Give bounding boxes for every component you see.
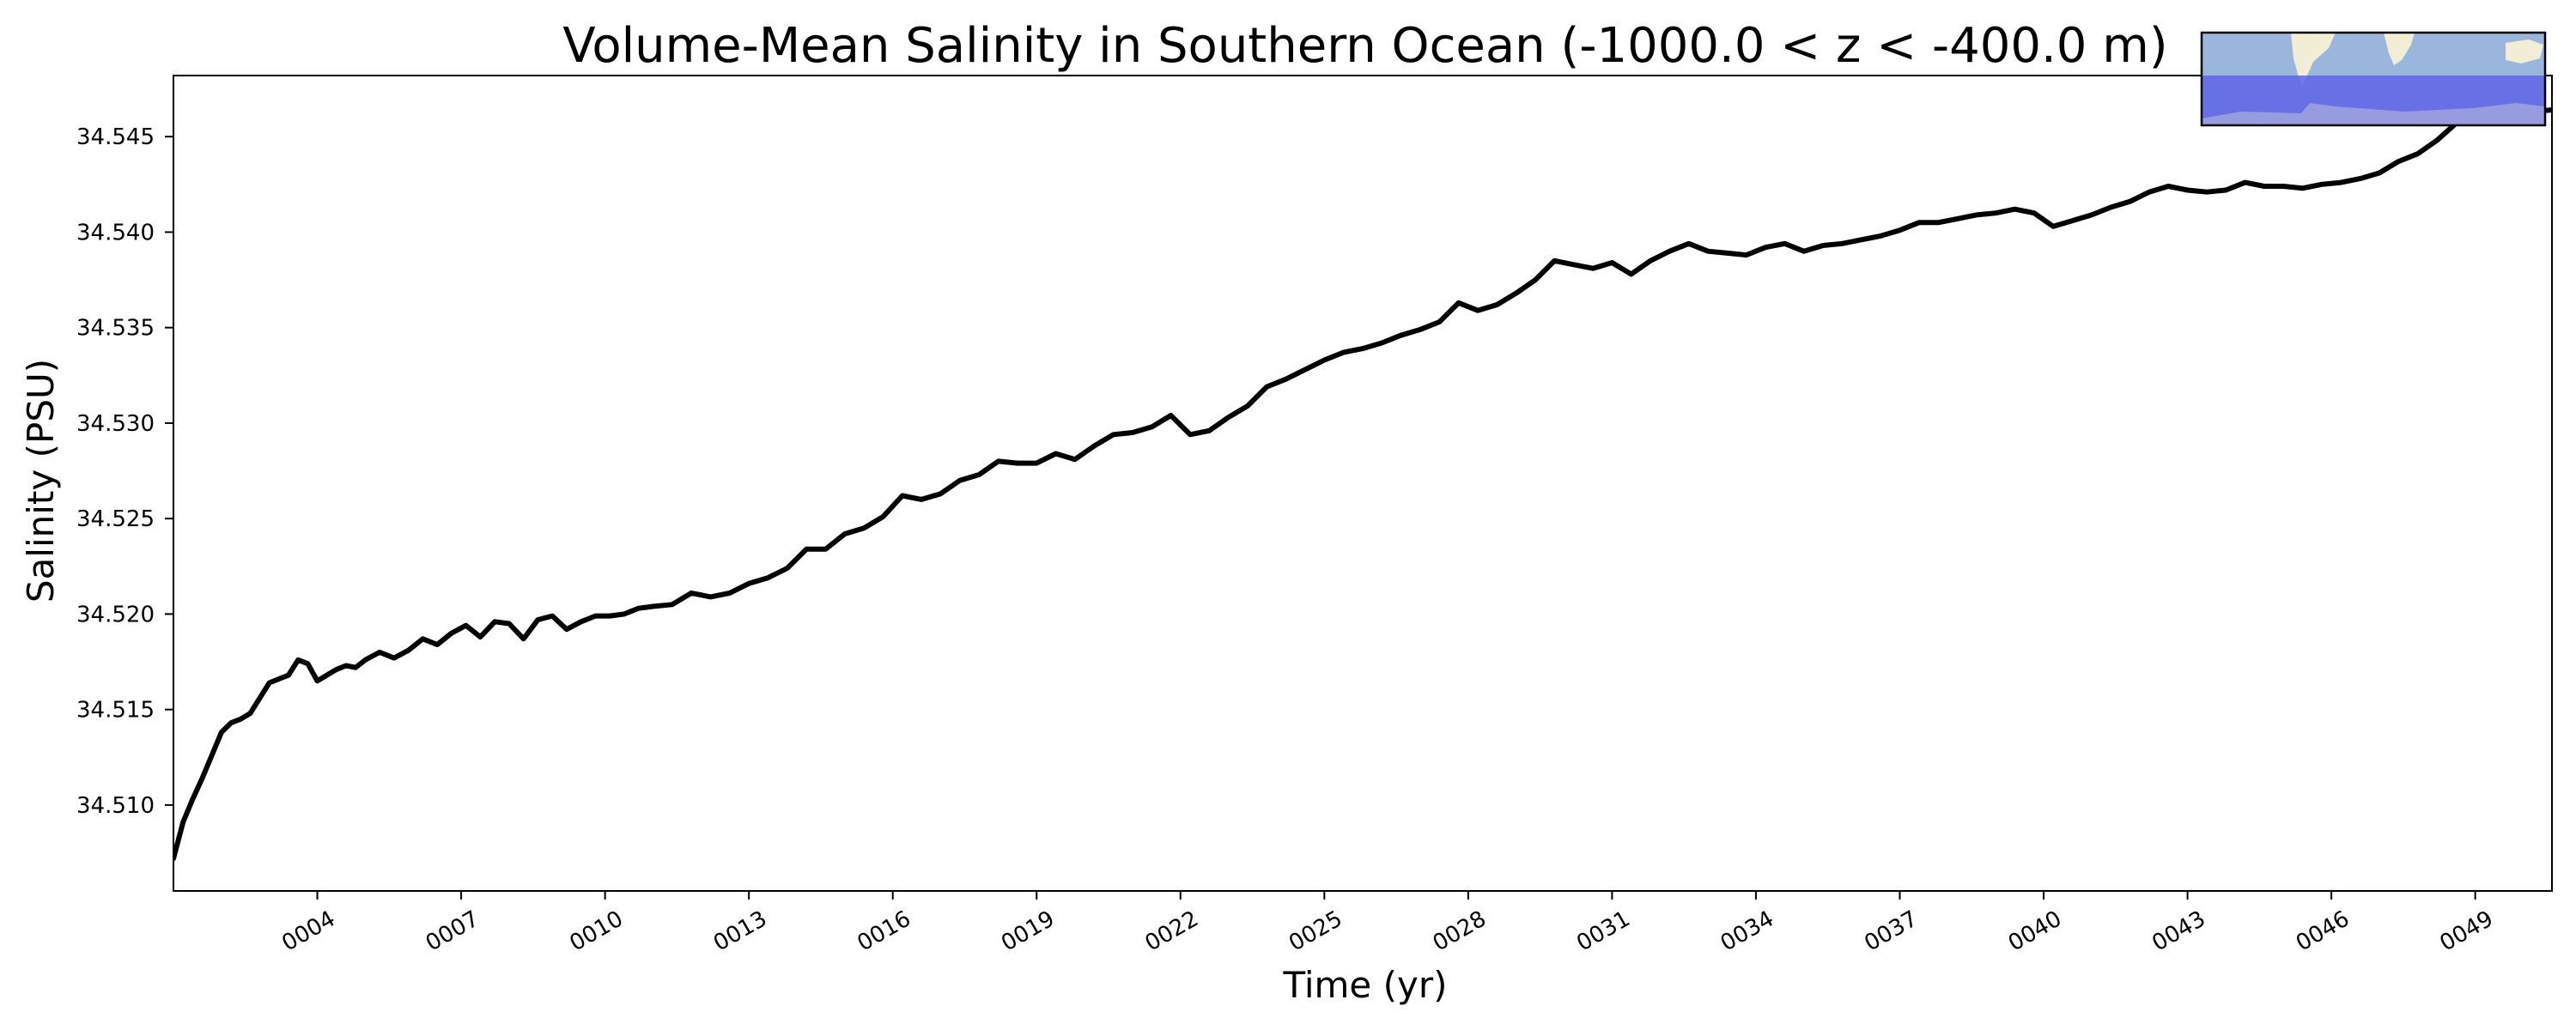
y-tick-label: 34.525 <box>76 506 155 532</box>
inset-map <box>2200 31 2547 127</box>
x-tick-label: 0013 <box>709 906 771 957</box>
x-tick-label: 0010 <box>565 906 627 957</box>
x-axis-label: Time (yr) <box>1282 964 1447 1006</box>
x-tick-label: 0040 <box>2004 906 2066 957</box>
y-tick-label: 34.540 <box>76 220 155 245</box>
x-axis-ticks: 0004 0007 0010 0013 0016 0019 0022 0025 0028 0031… <box>277 891 2498 957</box>
plot-frame <box>173 75 2553 892</box>
y-tick-label: 34.545 <box>76 124 155 150</box>
x-tick-label: 0031 <box>1572 906 1634 957</box>
x-tick-label: 0028 <box>1429 906 1491 957</box>
chart-title: Volume-Mean Salinity in Southern Ocean (… <box>562 18 2167 74</box>
y-axis-label: Salinity (PSU) <box>20 359 62 603</box>
y-tick-label: 34.520 <box>76 602 155 627</box>
x-tick-label: 0016 <box>854 906 915 957</box>
y-axis-ticks: 34.510 34.515 34.520 34.525 34.530 34.535 34.5… <box>76 124 173 819</box>
x-tick-label: 0007 <box>422 906 483 957</box>
salinity-series-line <box>173 107 2552 862</box>
inset-frame <box>2200 31 2547 127</box>
x-tick-label: 0049 <box>2435 906 2497 957</box>
x-tick-label: 0025 <box>1285 906 1346 957</box>
x-tick-label: 0019 <box>997 906 1059 957</box>
inset-land-antarctica <box>2202 103 2545 125</box>
y-tick-label: 34.530 <box>76 411 155 437</box>
y-tick-label: 34.515 <box>76 698 155 724</box>
x-tick-label: 0004 <box>277 906 339 957</box>
x-tick-label: 0037 <box>1860 906 1922 957</box>
inset-land-south-america <box>2291 33 2336 86</box>
inset-southern-ocean-region <box>2202 76 2545 125</box>
y-tick-label: 34.510 <box>76 793 155 819</box>
x-tick-label: 0034 <box>1716 906 1778 957</box>
x-tick-label: 0046 <box>2292 906 2354 957</box>
inset-land-australia <box>2506 39 2543 64</box>
y-tick-label: 34.535 <box>76 316 155 342</box>
inset-land-africa <box>2384 33 2415 65</box>
x-tick-label: 0022 <box>1141 906 1203 957</box>
x-tick-label: 0043 <box>2148 906 2209 957</box>
